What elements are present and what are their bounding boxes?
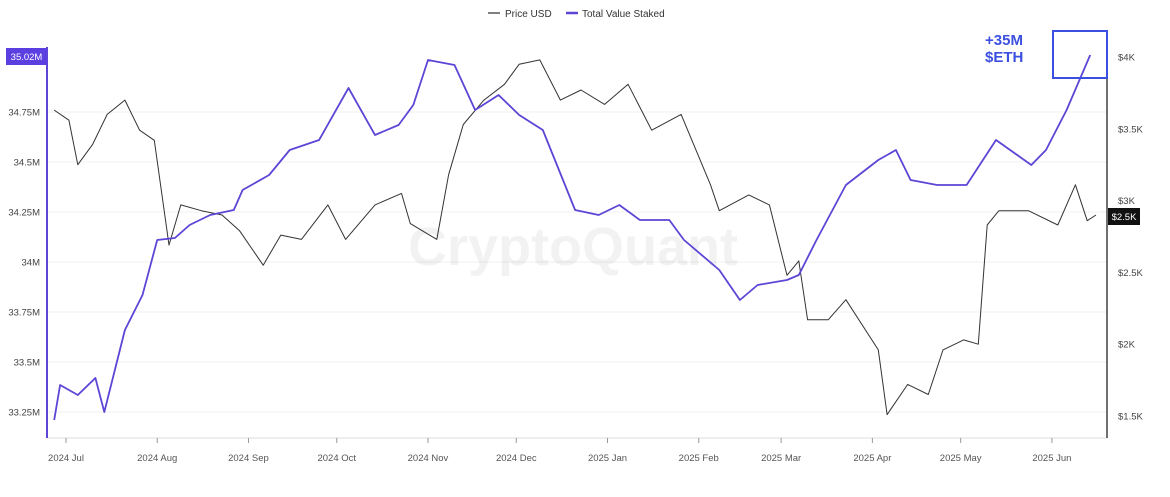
x-tick-label: 2024 Dec	[496, 453, 537, 464]
left-tick-label: 34.25M	[8, 208, 40, 219]
right-tick-label: $2K	[1118, 340, 1136, 351]
x-tick-label: 2024 Aug	[137, 453, 177, 464]
x-tick-label: 2024 Oct	[317, 453, 356, 464]
x-tick-label: 2024 Nov	[408, 453, 449, 464]
left-tick-label: 34.75M	[8, 108, 40, 119]
left-tick-label: 33.5M	[14, 358, 40, 369]
right-tick-label: $3K	[1118, 196, 1136, 207]
annotation-line2: $ETH	[985, 49, 1023, 66]
right-current-badge: $2.5K	[1108, 208, 1140, 225]
x-tick-label: 2024 Jul	[48, 453, 84, 464]
series-layer	[53, 54, 1097, 421]
x-tick-label: 2025 May	[940, 453, 982, 464]
right-tick-label: $3.5K	[1118, 124, 1143, 135]
left-current-label: 35.02M	[11, 52, 43, 63]
watermark: CryptoQuant	[408, 217, 738, 277]
right-tick-label: $1.5K	[1118, 412, 1143, 423]
right-current-label: $2.5K	[1112, 212, 1137, 223]
left-current-badge: 35.02M	[6, 48, 47, 65]
left-tick-label: 34M	[22, 258, 41, 269]
x-tick-label: 2025 Feb	[679, 453, 719, 464]
series-line-price-usd	[53, 59, 1097, 416]
annotation-box	[1052, 30, 1108, 79]
right-tick-label: $2.5K	[1118, 268, 1143, 279]
left-tick-label: 34.5M	[14, 158, 40, 169]
x-tick-label: 2025 Jun	[1032, 453, 1071, 464]
legend-label-price[interactable]: Price USD	[505, 9, 552, 20]
left-tick-label: 33.75M	[8, 308, 40, 319]
right-tick-label: $4K	[1118, 53, 1136, 64]
x-tick-label: 2025 Mar	[761, 453, 801, 464]
x-tick-label: 2025 Jan	[588, 453, 627, 464]
right-axis: $1.5K $2K $2.5K $3K $3.5K $4K	[1118, 53, 1143, 423]
x-tick-label: 2024 Sep	[228, 453, 269, 464]
left-tick-label: 33.25M	[8, 408, 40, 419]
annotation-line1: +35M	[985, 32, 1023, 49]
left-axis: 33.25M 33.5M 33.75M 34M 34.25M 34.5M 34.75M	[8, 108, 40, 419]
legend: Price USD Total Value Staked	[488, 9, 665, 20]
x-axis: 2024 Jul 2024 Aug 2024 Sep 2024 Oct 2024 Nov…	[47, 437, 1107, 464]
series-line-total-value-staked	[53, 54, 1092, 421]
legend-label-staked[interactable]: Total Value Staked	[582, 9, 665, 20]
x-tick-label: 2025 Apr	[853, 453, 891, 464]
